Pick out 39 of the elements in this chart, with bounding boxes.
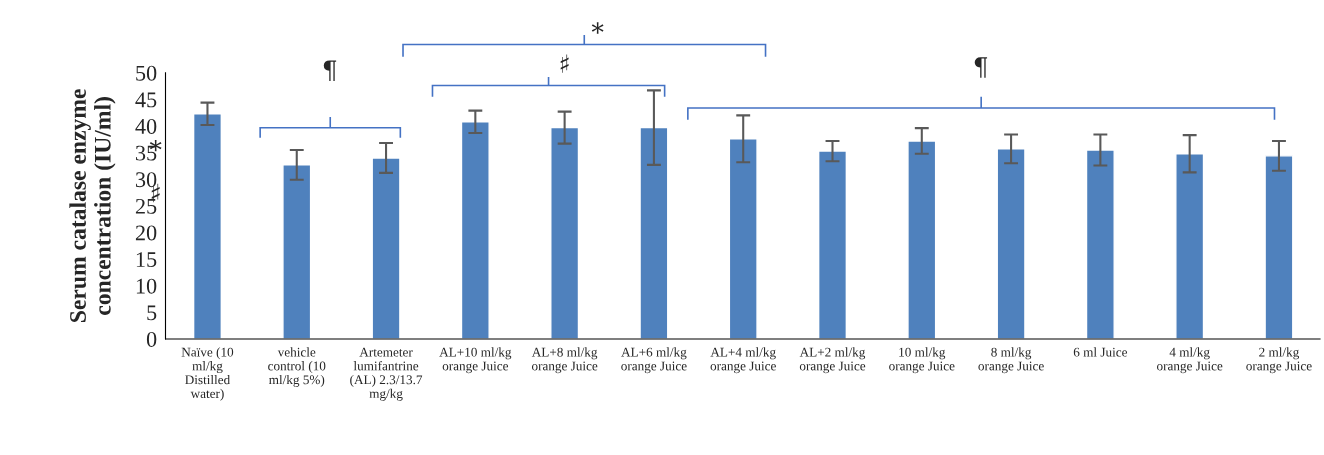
annotation: ¶ [974, 57, 988, 78]
y-tick-label: 5 [147, 305, 157, 321]
x-tick-label: AL+10 ml/kg orange Juice [439, 347, 512, 374]
y-tick-label: 10 [136, 278, 157, 294]
bar [282, 164, 312, 339]
bar [728, 138, 758, 339]
bar [1264, 155, 1294, 339]
y-axis-title: Serum catalase enzyme concentration (IU/ml) [69, 89, 116, 322]
bar [996, 148, 1026, 339]
y-tick-label: 15 [136, 252, 157, 268]
bar [460, 121, 490, 339]
bar [639, 126, 669, 339]
bar [1085, 149, 1115, 339]
bar [1175, 153, 1205, 339]
bar [371, 157, 401, 339]
y-tick-label: 45 [135, 92, 157, 108]
bar [817, 150, 848, 339]
annotation: ¶ [323, 60, 337, 82]
x-tick-label: Naïve (10 ml/kg Distilled water) [181, 347, 234, 401]
text: ♯ [560, 54, 569, 73]
x-tick-label: Artemeter lumifantrine (AL) 2.3/13.7 mg/kg [350, 347, 423, 401]
x-tick-label: 6 ml Juice [1073, 347, 1128, 357]
x-tick-label: 4 ml/kg orange Juice [1157, 347, 1223, 374]
x-tick-label: AL+2 ml/kg orange Juice [799, 347, 866, 374]
x-tick-label: 8 ml/kg orange Juice [978, 347, 1044, 374]
y-tick-label: 50 [136, 65, 157, 81]
y-tick-label: 40 [135, 118, 157, 134]
bar [550, 126, 580, 339]
x-tick-label: 10 ml/kg orange Juice [889, 347, 955, 374]
y-tick-label: 20 [135, 225, 157, 241]
x-tick-label: AL+6 ml/kg orange Juice [621, 347, 687, 374]
x-tick-label: AL+8 ml/kg orange Juice [531, 347, 598, 374]
x-tick-label: AL+4 ml/kg orange Juice [710, 347, 776, 374]
x-tick-label: vehicle control (10 ml/kg 5%) [268, 347, 326, 387]
bar [192, 113, 223, 339]
x-tick-label: 2 ml/kg orange Juice [1246, 347, 1312, 374]
y-tick-label: 0 [146, 331, 157, 347]
bar [907, 140, 937, 339]
text: * [591, 22, 604, 34]
